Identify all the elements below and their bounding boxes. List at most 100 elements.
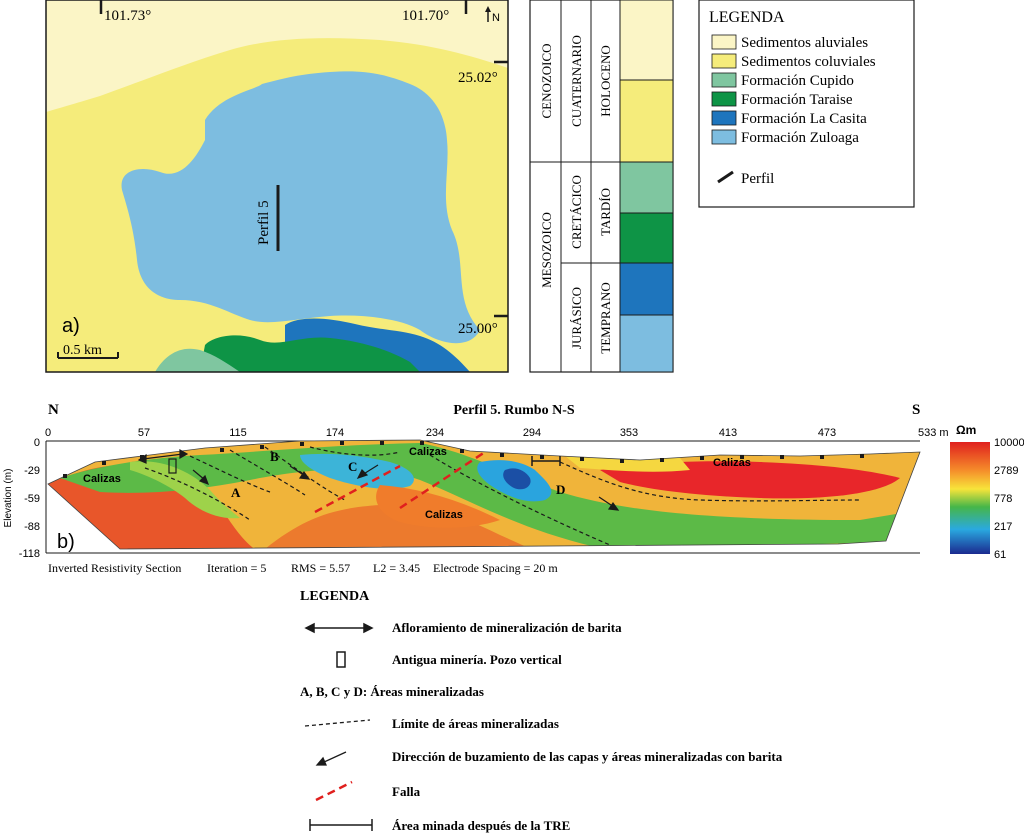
- y-axis-label: Elevation (m): [3, 469, 14, 528]
- y-tick-label: -88: [24, 521, 40, 533]
- legend-a-label: Formación La Casita: [741, 111, 867, 127]
- legend-b-item: A, B, C y D: Áreas mineralizadas: [300, 684, 484, 699]
- x-tick-label: 473: [818, 427, 836, 439]
- area-c-label: C: [348, 459, 357, 474]
- calizas-label: Calizas: [409, 446, 447, 458]
- panel-a-label: a): [62, 315, 80, 337]
- mined-area-icon: [531, 456, 561, 466]
- colorbar-tick: 2789: [994, 465, 1018, 477]
- y-tick-label: -29: [24, 465, 40, 477]
- area-d-label: D: [556, 482, 565, 497]
- dip-symbol-icon: [315, 751, 347, 766]
- x-tick-label: 115: [229, 427, 247, 439]
- outcrop-arrow-icon: [304, 622, 374, 634]
- y-axis: 0 -29 -59 -88 -118 Elevation (m): [3, 437, 40, 560]
- boundary-symbol-icon: [304, 719, 371, 727]
- colorbar-tick: 10000: [994, 437, 1024, 449]
- shaft-symbol-icon: [336, 651, 346, 668]
- dip-arrows: [137, 448, 620, 511]
- mined-symbol-icon: [309, 819, 373, 831]
- colorbar-unit: Ωm: [956, 423, 976, 437]
- legend-b-title: LEGENDA: [300, 589, 370, 604]
- scale-bar: 0.5 km: [57, 343, 119, 359]
- map-panel: 101.73° 101.70° 25.02° 25.00° N Perfil 5…: [45, 0, 509, 373]
- lon-left-label: 101.73°: [104, 8, 151, 24]
- footer-method: Inverted Resistivity Section: [48, 561, 181, 575]
- section-footer: Inverted Resistivity Section Iteration =…: [48, 561, 558, 575]
- epoch-tardio: TARDÍO: [598, 188, 613, 236]
- epoch-temprano: TEMPRANO: [598, 282, 613, 354]
- legend-b-item: Área minada después de la TRE: [392, 818, 570, 833]
- profile-symbol-icon: [717, 170, 734, 184]
- taraise-area: [200, 335, 420, 372]
- legend-a-item: Formación Taraise: [711, 91, 853, 108]
- legend-b-item: Falla: [392, 784, 421, 799]
- aluvial-area: [46, 0, 508, 112]
- faults: [314, 450, 486, 514]
- legend-a-label: Formación Zuloaga: [741, 130, 859, 146]
- map-frame: [45, 0, 509, 373]
- legend-a-item: Formación Zuloaga: [711, 129, 859, 146]
- x-tick-label: 413: [719, 427, 737, 439]
- x-tick-label: 533 m: [918, 427, 949, 439]
- section-title: Perfil 5. Rumbo N-S: [453, 403, 575, 418]
- period-jurasico: JURÁSICO: [569, 287, 584, 349]
- legend-a-label: Sedimentos aluviales: [741, 35, 868, 51]
- legend-b: LEGENDA Afloramiento de mineralización d…: [300, 589, 783, 833]
- fault-symbol-icon: [315, 780, 353, 802]
- legend-b-item: Afloramiento de mineralización de barita: [392, 620, 622, 635]
- legend-a-label: Sedimentos coluviales: [741, 54, 876, 70]
- calizas-label: Calizas: [425, 509, 463, 521]
- lat-top-label: 25.02°: [458, 70, 498, 86]
- legend-a-title: LEGENDA: [709, 9, 785, 26]
- colorbar: Ωm 10000 2789 778 217 61: [950, 423, 1024, 561]
- legend-a-label: Formación Taraise: [741, 92, 853, 108]
- footer-iteration: Iteration = 5: [207, 561, 266, 575]
- cupido-area: [155, 348, 240, 372]
- footer-rms: RMS = 5.57: [291, 561, 350, 575]
- x-tick-label: 0: [45, 427, 51, 439]
- area-a-label: A: [231, 485, 241, 500]
- legend-b-item: Límite de áreas mineralizadas: [392, 716, 559, 731]
- area-b-label: B: [270, 449, 279, 464]
- x-tick-label: 294: [523, 427, 541, 439]
- panel-b-label: b): [57, 531, 75, 553]
- north-label: N: [492, 12, 500, 24]
- calizas-label: Calizas: [713, 457, 751, 469]
- legend-a-item: Sedimentos coluviales: [711, 53, 876, 70]
- calizas-label: Calizas: [83, 473, 121, 485]
- x-axis: 0 57 115 174 234 294 353 413 473 533 m: [45, 427, 949, 439]
- mine-shaft-icon: [168, 458, 177, 474]
- x-tick-label: 353: [620, 427, 638, 439]
- y-tick-label: 0: [34, 437, 40, 449]
- legend-a-label: Formación Cupido: [741, 73, 854, 89]
- legend-b-item: Dirección de buzamiento de las capas y á…: [392, 749, 783, 764]
- legend-a: LEGENDA Sedimentos aluviales Sedimentos …: [698, 0, 915, 208]
- mineralized-boundaries: [144, 446, 861, 546]
- lat-bottom-label: 25.00°: [458, 321, 498, 337]
- period-cretacico: CRETÁCICO: [569, 175, 584, 249]
- x-tick-label: 57: [138, 427, 150, 439]
- legend-a-item: Formación La Casita: [711, 110, 867, 127]
- legend-b-item: Antigua minería. Pozo vertical: [392, 652, 562, 667]
- y-tick-label: -118: [19, 548, 40, 560]
- legend-a-profile: Perfil: [741, 171, 774, 187]
- footer-l2: L2 = 3.45: [373, 561, 420, 575]
- resistivity-section: [48, 440, 920, 549]
- x-tick-label: 234: [426, 427, 444, 439]
- colorbar-tick: 217: [994, 521, 1012, 533]
- stratigraphic-column: CENOZOICO MESOZOICO CUATERNARIO CRETÁCIC…: [529, 0, 674, 373]
- section-north: N: [48, 402, 59, 418]
- north-arrow-icon: N: [485, 6, 500, 24]
- era-cenozoico: CENOZOICO: [539, 43, 554, 118]
- section-panel: N S Perfil 5. Rumbo N-S 0 57 115 174 234…: [3, 402, 1024, 575]
- section-south: S: [912, 402, 920, 418]
- x-tick-label: 174: [326, 427, 344, 439]
- period-cuaternario: CUATERNARIO: [569, 35, 584, 127]
- colorbar-tick: 778: [994, 493, 1012, 505]
- y-tick-label: -59: [24, 493, 40, 505]
- legend-a-item: Formación Cupido: [711, 72, 854, 89]
- lon-right-label: 101.70°: [402, 8, 449, 24]
- colorbar-tick: 61: [994, 549, 1006, 561]
